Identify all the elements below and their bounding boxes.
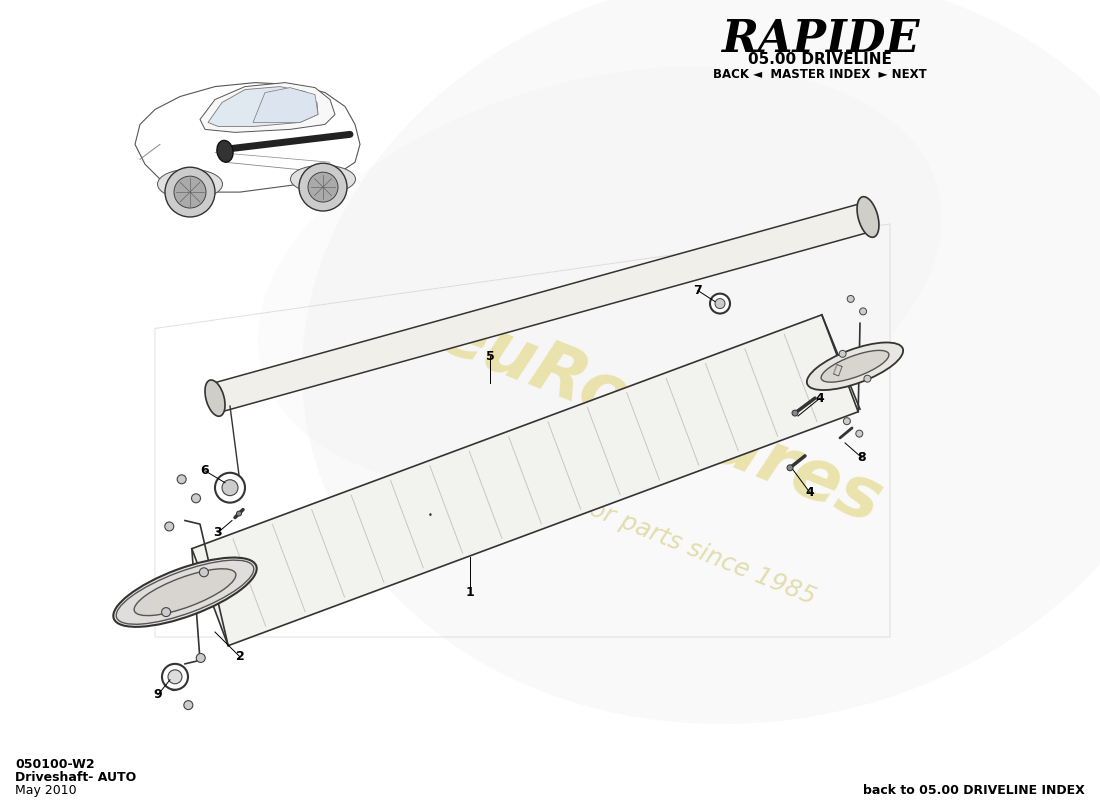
Ellipse shape — [258, 66, 942, 491]
Ellipse shape — [205, 380, 225, 416]
Ellipse shape — [169, 682, 178, 690]
Ellipse shape — [839, 350, 846, 358]
Ellipse shape — [117, 560, 254, 624]
Polygon shape — [208, 86, 318, 126]
Ellipse shape — [199, 568, 208, 577]
Text: 4: 4 — [805, 486, 814, 499]
Ellipse shape — [168, 670, 182, 684]
Polygon shape — [135, 82, 360, 192]
Ellipse shape — [113, 558, 256, 627]
Ellipse shape — [844, 418, 850, 425]
Text: •: • — [428, 511, 433, 520]
Ellipse shape — [177, 475, 186, 484]
Text: 〜: 〜 — [832, 363, 843, 378]
Ellipse shape — [134, 569, 235, 616]
Ellipse shape — [165, 167, 214, 217]
Text: 050100-W2: 050100-W2 — [15, 758, 95, 771]
Polygon shape — [253, 87, 318, 122]
Text: 5: 5 — [485, 350, 494, 363]
Text: 8: 8 — [858, 451, 867, 464]
Ellipse shape — [290, 166, 355, 193]
Ellipse shape — [236, 511, 242, 516]
Ellipse shape — [184, 701, 192, 710]
Text: 7: 7 — [694, 284, 703, 297]
Ellipse shape — [715, 298, 725, 309]
Ellipse shape — [174, 176, 206, 208]
Text: a passion for parts since 1985: a passion for parts since 1985 — [461, 446, 820, 610]
Ellipse shape — [222, 480, 238, 496]
Ellipse shape — [196, 654, 206, 662]
Text: Driveshaft- AUTO: Driveshaft- AUTO — [15, 771, 136, 784]
Ellipse shape — [821, 350, 889, 382]
Ellipse shape — [806, 342, 903, 390]
Text: 9: 9 — [154, 688, 163, 702]
Ellipse shape — [299, 163, 346, 211]
Ellipse shape — [157, 170, 222, 199]
Ellipse shape — [847, 295, 855, 302]
Ellipse shape — [217, 141, 233, 162]
Text: 6: 6 — [200, 464, 209, 478]
Ellipse shape — [857, 197, 879, 238]
Polygon shape — [191, 314, 858, 646]
Text: euRospares: euRospares — [428, 298, 892, 538]
Ellipse shape — [792, 410, 798, 416]
Text: BACK ◄  MASTER INDEX  ► NEXT: BACK ◄ MASTER INDEX ► NEXT — [713, 68, 927, 81]
Ellipse shape — [214, 473, 245, 502]
Ellipse shape — [786, 465, 793, 470]
Ellipse shape — [859, 308, 867, 315]
Ellipse shape — [162, 664, 188, 690]
Text: 4: 4 — [815, 392, 824, 405]
Polygon shape — [200, 82, 336, 132]
Polygon shape — [211, 202, 872, 413]
Ellipse shape — [856, 430, 862, 437]
Ellipse shape — [302, 0, 1100, 724]
Text: 1: 1 — [465, 586, 474, 598]
Ellipse shape — [162, 608, 170, 617]
Text: 3: 3 — [213, 526, 222, 539]
Ellipse shape — [191, 494, 200, 502]
Ellipse shape — [165, 522, 174, 531]
Ellipse shape — [710, 294, 730, 314]
Text: 2: 2 — [235, 650, 244, 663]
Text: May 2010: May 2010 — [15, 784, 77, 798]
Text: RAPIDE: RAPIDE — [720, 18, 920, 61]
Text: back to 05.00 DRIVELINE INDEX: back to 05.00 DRIVELINE INDEX — [864, 784, 1085, 798]
Text: 05.00 DRIVELINE: 05.00 DRIVELINE — [748, 52, 892, 66]
Ellipse shape — [864, 375, 871, 382]
Ellipse shape — [308, 172, 338, 202]
